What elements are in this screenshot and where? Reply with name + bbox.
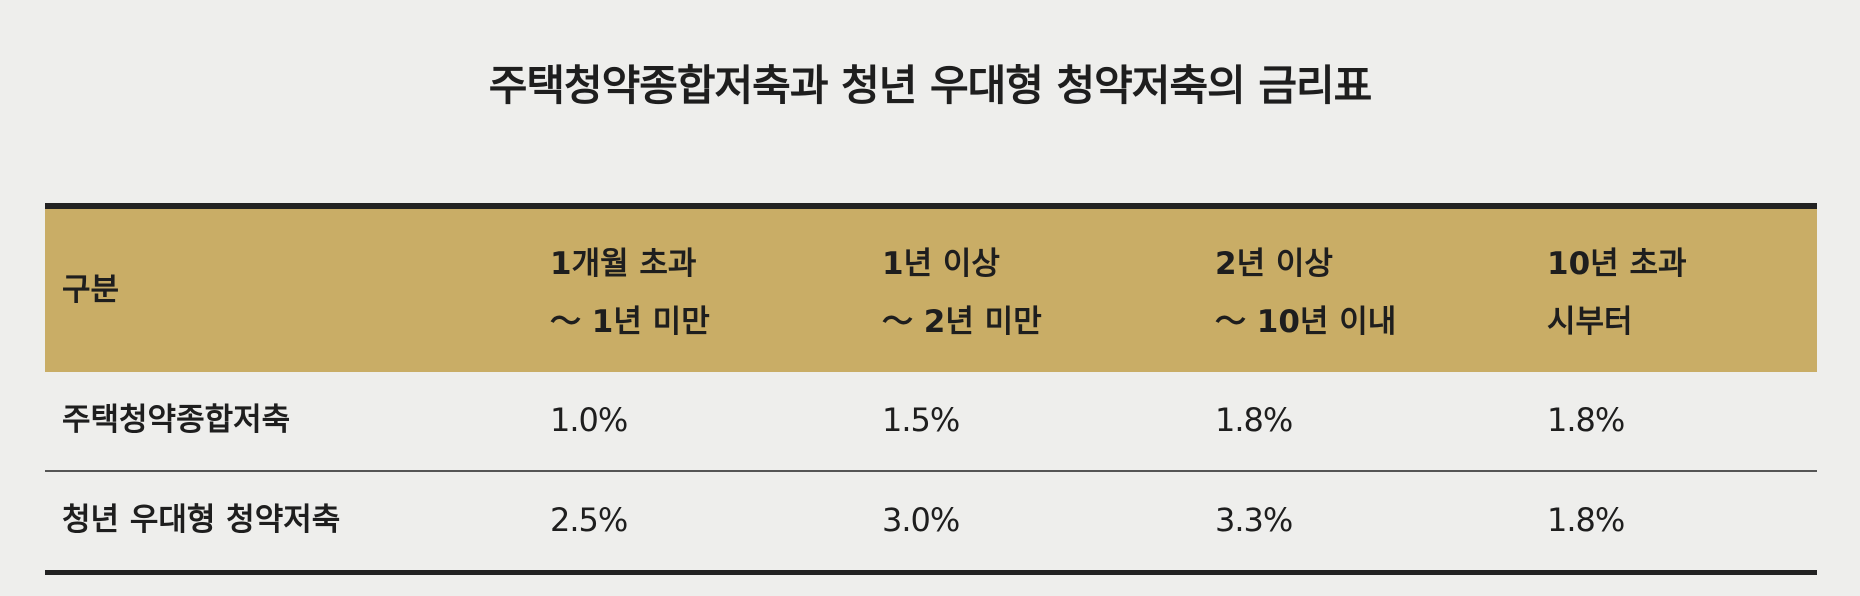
header-cell: 2년 이상	[1215, 246, 1333, 282]
rate-cell: 1.8%	[1547, 401, 1625, 439]
rate-cell: 3.3%	[1215, 501, 1293, 539]
table-top-rule	[45, 203, 1817, 209]
rate-cell: 2.5%	[550, 501, 628, 539]
header-cell: 1년 이상	[882, 246, 1000, 282]
header-cell: ～ 1년 미만	[550, 304, 710, 340]
header-cell: ～ 2년 미만	[882, 304, 1042, 340]
header-cell: ～ 10년 이내	[1215, 304, 1397, 340]
row-divider	[45, 470, 1817, 472]
table-header-background	[45, 208, 1817, 372]
rate-cell: 1.8%	[1215, 401, 1293, 439]
header-cell: 시부터	[1547, 304, 1633, 340]
rate-cell: 3.0%	[882, 501, 960, 539]
row-header: 주택청약종합저축	[62, 402, 291, 438]
document-title: 주택청약종합저축과 청년 우대형 청약저축의 금리표	[488, 61, 1373, 110]
header-cell: 1개월 초과	[550, 246, 697, 282]
rate-cell: 1.0%	[550, 401, 628, 439]
header-cell: 10년 초과	[1547, 246, 1687, 282]
rate-cell: 1.5%	[882, 401, 960, 439]
row-header: 청년 우대형 청약저축	[62, 502, 341, 538]
header-cell: 구분	[62, 272, 120, 308]
rate-cell: 1.8%	[1547, 501, 1625, 539]
table-bottom-rule	[45, 570, 1817, 575]
